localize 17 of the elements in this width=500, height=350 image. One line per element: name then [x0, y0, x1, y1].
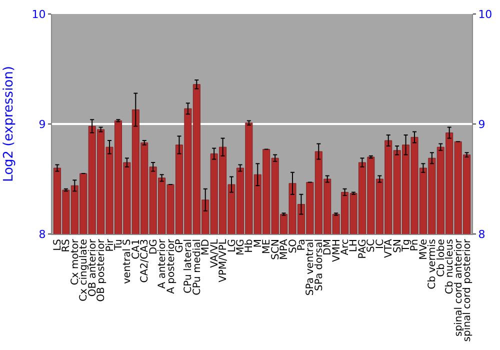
x-tick-label: OB posterior [96, 238, 108, 302]
x-tick-label: Tg [401, 239, 412, 252]
x-tick-label: GP [174, 239, 186, 253]
x-tick-label: DG [148, 239, 160, 254]
y-tick-label: 9 [38, 118, 46, 131]
y-tick-label: 8 [38, 228, 46, 241]
x-tick-label: Cb lobe [436, 239, 447, 277]
x-tick-label: spinal cord posterior [462, 238, 474, 342]
x-tick-label: Pa [296, 239, 308, 251]
y2-tick-label: 10 [478, 8, 492, 21]
x-tick-label: MVe [418, 239, 430, 260]
x-tick-label: RS [61, 239, 72, 252]
y2-tick-label: 9 [478, 118, 486, 131]
y-axis-title: Log2 (expression) [2, 66, 17, 182]
x-tick-label: A posterior [166, 238, 177, 294]
y-tick-label: 10 [32, 8, 46, 21]
y2-tick-label: 8 [478, 228, 486, 241]
